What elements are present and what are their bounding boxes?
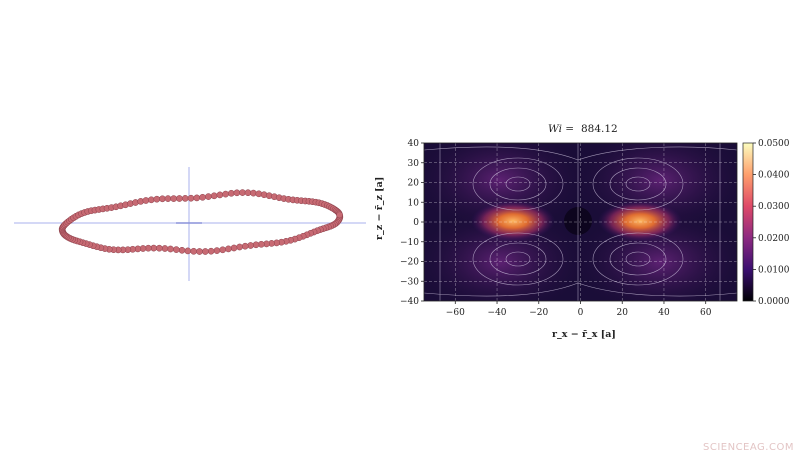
ring-bead xyxy=(167,245,174,253)
ring-bead xyxy=(199,193,206,201)
polymer-ring-figure xyxy=(14,167,366,281)
heatmap-area xyxy=(424,143,737,301)
ring-bead xyxy=(164,195,172,202)
y-tick-label: 20 xyxy=(408,179,420,189)
y-tick-label: −20 xyxy=(400,258,419,268)
ring-bead xyxy=(230,244,238,252)
ring-beads xyxy=(58,189,344,255)
ring-bead xyxy=(213,247,221,254)
ring-bead xyxy=(181,195,189,202)
flow-plot: Wi = 884.12 xyxy=(374,123,790,340)
y-tick-label: 10 xyxy=(408,198,420,208)
y-tick-label: 0 xyxy=(413,218,419,228)
watermark: SCIENCEAG.COM xyxy=(703,442,794,453)
y-tick-label: −30 xyxy=(400,277,419,287)
ring-bead xyxy=(205,193,212,200)
ring-bead xyxy=(187,194,195,202)
ring-bead xyxy=(161,245,169,252)
ring-bead xyxy=(147,196,155,204)
ring-bead xyxy=(201,248,209,255)
plot-title-value: 884.12 xyxy=(581,123,618,135)
colorbar-tick-label: 0.0100 xyxy=(758,265,790,275)
ring-bead xyxy=(216,191,224,199)
colorbar-tick-label: 0.0200 xyxy=(758,234,790,244)
ring-bead xyxy=(336,211,343,219)
y-tick-label: 30 xyxy=(408,159,420,169)
ring-bead xyxy=(172,246,180,253)
x-axis-ticks: −60 −40 −20 0 20 40 60 xyxy=(446,301,712,318)
ring-bead xyxy=(170,195,178,202)
x-tick-label: −40 xyxy=(488,308,507,318)
x-tick-label: 0 xyxy=(578,308,584,318)
ring-bead xyxy=(233,189,241,197)
ring-bead xyxy=(210,192,218,200)
colorbar-tick-label: 0.0300 xyxy=(758,202,790,212)
ring-bead xyxy=(196,248,203,255)
plot-title-label: Wi = xyxy=(548,123,574,135)
ring-bead xyxy=(225,245,232,253)
colorbar-tick-label: 0.0000 xyxy=(758,297,790,307)
ring-bead xyxy=(155,244,163,252)
colorbar: 0.0500 0.0400 0.0300 0.0200 0.0100 0.0000 xyxy=(742,139,790,307)
ring-bead xyxy=(222,190,229,198)
ring-bead xyxy=(184,247,192,255)
colorbar-tick-label: 0.0500 xyxy=(758,139,790,149)
ring-bead xyxy=(227,189,235,197)
x-tick-label: −20 xyxy=(529,308,548,318)
y-tick-label: −10 xyxy=(400,238,419,248)
x-axis-label: r_x − r̄_x [a] xyxy=(552,329,616,340)
colorbar-ticks: 0.0500 0.0400 0.0300 0.0200 0.0100 0.0000 xyxy=(753,139,790,307)
ring-bead xyxy=(190,247,198,255)
ring-bead xyxy=(159,195,166,203)
x-tick-label: 40 xyxy=(658,308,670,318)
colorbar-tick-label: 0.0400 xyxy=(758,171,790,181)
ring-bead xyxy=(241,242,249,250)
y-axis-ticks: 40 30 20 10 0 −10 −20 −30 −40 xyxy=(400,139,424,307)
y-axis-label: r_z − r̄_z [a] xyxy=(374,177,385,240)
ring-bead xyxy=(178,246,186,254)
ring-bead xyxy=(193,194,201,202)
ring-bead xyxy=(207,247,215,255)
x-tick-label: 60 xyxy=(700,308,712,318)
ring-bead xyxy=(176,195,183,202)
x-tick-label: 20 xyxy=(617,308,629,318)
y-tick-label: 40 xyxy=(408,139,420,149)
ring-bead xyxy=(219,246,227,254)
ring-bead xyxy=(153,195,161,203)
x-tick-label: −60 xyxy=(446,308,465,318)
ring-bead xyxy=(236,243,243,251)
y-tick-label: −40 xyxy=(400,297,419,307)
